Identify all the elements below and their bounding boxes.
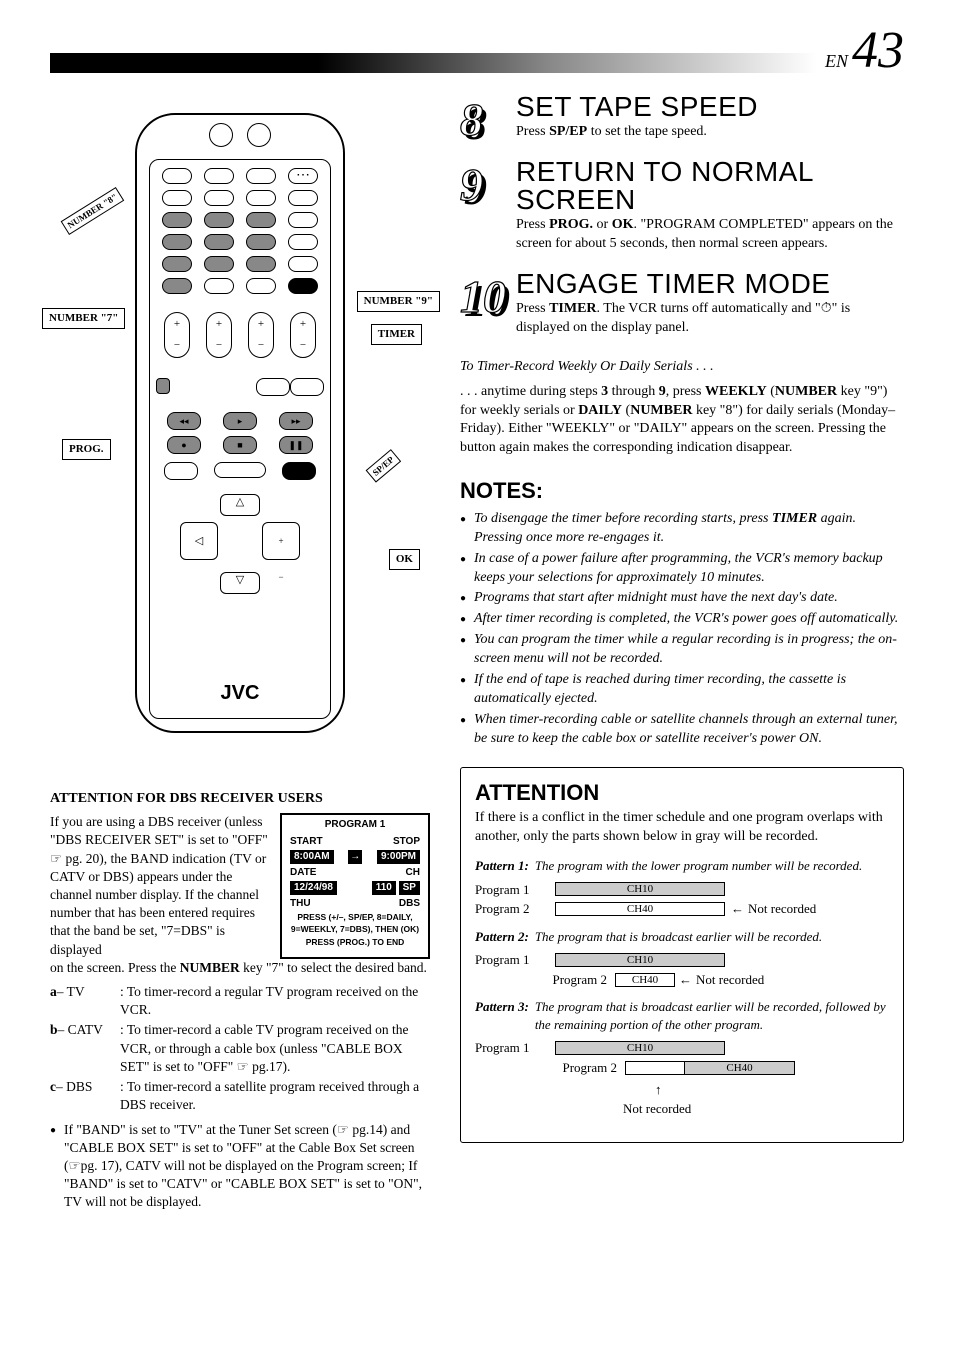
tl2-p2: Program 2 [475, 971, 615, 989]
dbs-section: ATTENTION FOR DBS RECEIVER USERS If you … [50, 790, 430, 1211]
serials-heading: To Timer-Record Weekly Or Daily Serials … [460, 358, 904, 377]
timeline-1: Program 1 CH10 Program 2 CH40 ← Not reco… [475, 881, 889, 918]
pb-day: THU [290, 897, 311, 911]
step-8: 88 SET TAPE SPEED Press SP/EP to set the… [460, 93, 904, 142]
tl3-bar1: CH10 [555, 1041, 725, 1055]
dbs-text2: on the screen. Press the NUMBER key "7" … [50, 959, 430, 977]
pb-ch-val: 110 [372, 881, 396, 895]
remote-brand: JVC [137, 680, 343, 707]
step-title: SET TAPE SPEED [516, 93, 904, 121]
note-item: To disengage the timer before recording … [460, 510, 904, 548]
remote-body: ⋯ +− +− +− +− ◂◂▸▸▸ [135, 113, 345, 733]
page-prefix: EN [825, 49, 848, 73]
pattern-3: Pattern 3: The program that is broadcast… [475, 998, 889, 1033]
dbs-options: a– TV: To timer-record a regular TV prog… [50, 983, 430, 1115]
tl2-bar1: CH10 [555, 953, 725, 967]
tl1-bar2: CH40 [555, 902, 725, 916]
tl1-bar1: CH10 [555, 882, 725, 896]
step-title: RETURN TO NORMAL SCREEN [516, 158, 904, 214]
dbs-option-a: a– TV: To timer-record a regular TV prog… [50, 983, 430, 1019]
callout-spep: SP/EP [366, 450, 401, 483]
tl1-notrec: Not recorded [748, 900, 816, 918]
pattern1-label: Pattern 1: [475, 857, 529, 875]
notes-list: To disengage the timer before recording … [460, 510, 904, 749]
tl1-p1: Program 1 [475, 881, 555, 899]
tl3-notrec: Not recorded [623, 1100, 691, 1118]
callout-number9: NUMBER "9" [357, 291, 440, 312]
tl2-notrec: Not recorded [696, 971, 764, 989]
attention-intro: If there is a conflict in the timer sche… [475, 809, 889, 847]
timeline-3: Program 1 CH10 Program 2 CH40 ↑ Not reco… [475, 1039, 889, 1117]
pattern3-label: Pattern 3: [475, 998, 529, 1033]
step-10: 1010 ENGAGE TIMER MODE Press TIMER. The … [460, 270, 904, 338]
pattern-2: Pattern 2: The program that is broadcast… [475, 928, 889, 946]
pb-start-lbl: START [290, 835, 323, 849]
pb-stop-val: 9:00PM [377, 850, 420, 864]
pattern2-text: The program that is broadcast earlier wi… [535, 928, 822, 946]
note-item: When timer-recording cable or satellite … [460, 711, 904, 749]
pb-stop-lbl: STOP [393, 835, 420, 849]
notes-title: NOTES: [460, 476, 904, 506]
dbs-option-c: c– DBS: To timer-record a satellite prog… [50, 1078, 430, 1114]
page-number: EN 43 [825, 30, 904, 73]
callout-prog: PROG. [62, 439, 111, 460]
tl3-bar2b: CH40 [685, 1061, 795, 1075]
note-item: After timer recording is completed, the … [460, 610, 904, 629]
pb-start-val: 8:00AM [290, 850, 334, 864]
pattern-1: Pattern 1: The program with the lower pr… [475, 857, 889, 875]
pb-date-lbl: DATE [290, 866, 316, 880]
steps: 88 SET TAPE SPEED Press SP/EP to set the… [460, 93, 904, 337]
pb-line1: PRESS (+/–, SP/EP, 8=DAILY, [282, 913, 428, 922]
pb-line2: 9=WEEKLY, 7=DBS), THEN (OK) [282, 925, 428, 934]
note-item: You can program the timer while a regula… [460, 631, 904, 669]
pattern3-text: The program that is broadcast earlier wi… [535, 998, 889, 1033]
page-header: EN 43 [50, 30, 904, 73]
attention-title: ATTENTION [475, 778, 889, 808]
note-item: In case of a power failure after program… [460, 550, 904, 588]
pattern1-text: The program with the lower program numbe… [535, 857, 862, 875]
pattern2-label: Pattern 2: [475, 928, 529, 946]
pb-date-val: 12/24/98 [290, 881, 337, 895]
callout-ok: OK [389, 549, 420, 570]
note-item: If the end of tape is reached during tim… [460, 671, 904, 709]
program-screen-box: PROGRAM 1 START STOP 8:00AM → 9:00PM DAT… [280, 813, 430, 959]
tl3-p2: Program 2 [475, 1059, 625, 1077]
pb-sp: SP [399, 881, 420, 895]
step-body: Press PROG. or OK. "PROGRAM COMPLETED" a… [516, 216, 904, 254]
step-body: Press TIMER. The VCR turns off automatic… [516, 300, 904, 338]
step-number: 99 [460, 154, 504, 206]
step-number: 88 [460, 89, 504, 141]
callout-timer: TIMER [371, 324, 422, 345]
step-number: 1010 [460, 266, 504, 318]
dbs-bullet: If "BAND" is set to "TV" at the Tuner Se… [50, 1121, 430, 1212]
serials-body: . . . anytime during steps 3 through 9, … [460, 383, 904, 459]
tl3-p1: Program 1 [475, 1039, 555, 1057]
step-title: ENGAGE TIMER MODE [516, 270, 904, 298]
remote-diagram: NUMBER "7" NUMBER "8" NUMBER "9" TIMER P… [50, 113, 430, 740]
timeline-2: Program 1 CH10 Program 2 CH40 ← Not reco… [475, 951, 889, 988]
tl2-bar2: CH40 [615, 973, 675, 987]
tl2-p1: Program 1 [475, 951, 555, 969]
dbs-title: ATTENTION FOR DBS RECEIVER USERS [50, 790, 430, 809]
pb-dbs: DBS [399, 897, 420, 911]
note-item: Programs that start after midnight must … [460, 589, 904, 608]
pb-line3: PRESS (PROG.) TO END [282, 938, 428, 947]
step-body: Press SP/EP to set the tape speed. [516, 123, 904, 142]
dbs-option-b: b– CATV: To timer-record a cable TV prog… [50, 1021, 430, 1076]
callout-number7: NUMBER "7" [42, 308, 125, 329]
step-9: 99 RETURN TO NORMAL SCREEN Press PROG. o… [460, 158, 904, 254]
dbs-text1: If you are using a DBS receiver (unless … [50, 813, 270, 959]
tl1-p2: Program 2 [475, 900, 555, 918]
attention-box: ATTENTION If there is a conflict in the … [460, 767, 904, 1143]
pb-ch-lbl: CH [406, 866, 420, 880]
pb-title: PROGRAM 1 [282, 818, 428, 832]
tl3-bar2a [625, 1061, 685, 1075]
header-gradient [50, 53, 817, 73]
callout-number8: NUMBER "8" [61, 187, 124, 235]
page-number-value: 43 [852, 30, 904, 72]
